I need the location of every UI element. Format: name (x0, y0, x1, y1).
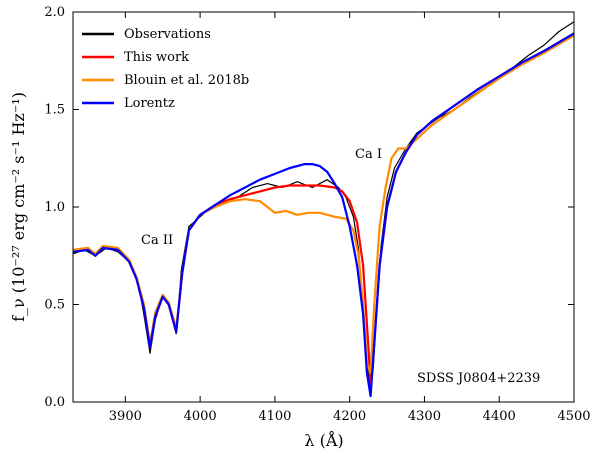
x-tick-label: 3900 (109, 409, 142, 424)
y-tick-label: 1.0 (44, 200, 65, 215)
x-tick-label: 4000 (184, 409, 217, 424)
x-tick-label: 4100 (258, 409, 291, 424)
ticks-layer: 3900 4000 4100 4200 4300 4400 4500 0.0 0.5 1.0 1.5… (44, 5, 590, 424)
x-axis-label: λ (Å) (304, 430, 343, 450)
y-axis-label: f_ν (10⁻²⁷ erg cm⁻² s⁻¹ Hz⁻¹) (9, 92, 28, 322)
annotation-ca-ii: Ca II (141, 233, 173, 248)
y-tick-label: 0.5 (44, 298, 65, 313)
legend-label-observations: Observations (124, 27, 211, 42)
legend-label-lorentz: Lorentz (124, 96, 175, 111)
legend-label-blouin: Blouin et al. 2018b (124, 73, 249, 88)
annotation-ca-i: Ca I (355, 147, 382, 162)
x-tick-label: 4500 (557, 409, 590, 424)
x-tick-label: 4300 (408, 409, 441, 424)
x-tick-label: 4200 (333, 409, 366, 424)
annotation-object-name: SDSS J0804+2239 (417, 371, 540, 386)
x-tick-label: 4400 (483, 409, 516, 424)
series-layer (72, 21, 575, 398)
y-tick-label: 2.0 (44, 5, 65, 20)
legend-label-this-work: This work (124, 50, 189, 65)
legend: Observations This work Blouin et al. 201… (82, 27, 249, 111)
plot-background (73, 12, 574, 402)
series-line-lorentz (72, 32, 575, 398)
y-tick-label: 0.0 (44, 395, 65, 410)
y-tick-label: 1.5 (44, 103, 65, 118)
